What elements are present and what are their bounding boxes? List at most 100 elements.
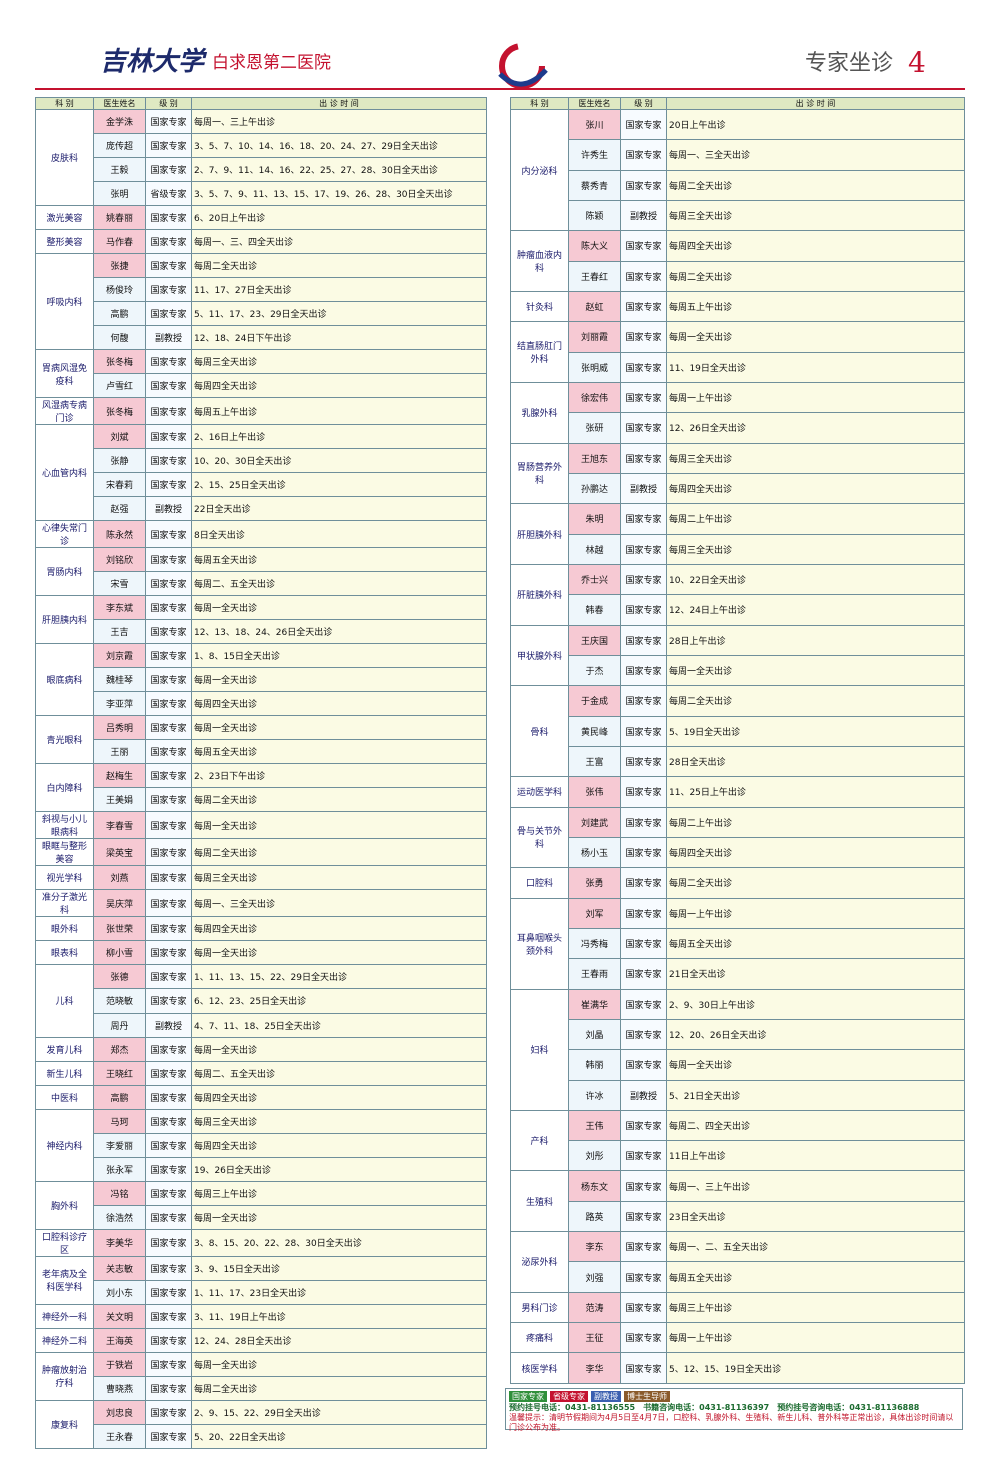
doctor-level: 国家专家 (145, 349, 192, 375)
schedule: 每周一全天出诊 (666, 321, 965, 353)
doctor-level: 国家专家 (145, 763, 192, 789)
doctor-row: 肿瘤血液内科 陈大义 国家专家 每周四全天出诊 (510, 230, 965, 292)
doctor-row: 刘小东 国家专家 1、11、17、23日全天出诊 (36, 1279, 487, 1305)
doctor-row: 肝脏胰外科 乔士兴 国家专家 10、22日全天出诊 (510, 563, 965, 626)
schedule: 每周四全天出诊 (666, 836, 965, 869)
doctor-row: 高鹏 国家专家 5、11、17、23、29日全天出诊 (36, 301, 487, 327)
legend-item: 国家专家 (509, 1391, 547, 1402)
doctor-level: 国家专家 (145, 1351, 192, 1377)
schedule: 20日上午出诊 (666, 108, 965, 141)
doctor-level: 国家专家 (620, 715, 667, 747)
doctor-level: 国家专家 (145, 667, 192, 693)
doctor-name: 吕秀明 (93, 715, 146, 741)
department: 心律失常门诊 (35, 520, 94, 549)
doctor-name: 刘强 (568, 1261, 621, 1293)
doctor-level: 副教授 (145, 496, 192, 522)
department: 骨与关节外科 (510, 806, 569, 869)
doctor-name: 王征 (568, 1322, 621, 1354)
doctor-name: 高鹏 (93, 301, 146, 327)
doctor-level: 国家专家 (145, 1108, 192, 1134)
doctor-row: 路英 国家专家 23日全天出诊 (511, 1200, 965, 1233)
doctor-row: 针灸科 赵虹 国家专家 每周五上午出诊 (510, 290, 965, 323)
doctor-level: 国家专家 (145, 133, 192, 159)
phone: 书籍咨询电话：0431-81136397 (643, 1403, 770, 1412)
doctor-level: 国家专家 (145, 643, 192, 669)
schedule: 每周一全天出诊 (191, 811, 487, 840)
doctor-level: 国家专家 (145, 988, 192, 1014)
phone: 预约挂号电话：0431-81136555 (509, 1403, 636, 1412)
doctor-level: 国家专家 (620, 624, 667, 656)
schedule-table: 科 别医生姓名级 别出 诊 时 间内分泌科 张川 国家专家 20日上午出诊 许秀生 国家专… (510, 97, 965, 1384)
doctor-row: 胸外科 冯铭 国家专家 每周三上午出诊 (35, 1180, 487, 1230)
department: 口腔科 (510, 867, 569, 899)
doctor-row: 周丹 副教授 4、7、11、18、25日全天出诊 (36, 1012, 487, 1038)
doctor-level: 国家专家 (145, 547, 192, 573)
doctor-name: 张研 (568, 412, 621, 444)
doctor-name: 郑杰 (93, 1036, 146, 1062)
doctor-name: 王富 (568, 745, 621, 778)
schedule: 2、9、30日上午出诊 (666, 988, 965, 1020)
doctor-row: 王吉 国家专家 12、13、18、24、26日全天出诊 (36, 619, 487, 645)
doctor-level: 国家专家 (620, 442, 667, 474)
schedule: 每周二上午出诊 (666, 806, 965, 838)
column-header: 科 别 (510, 97, 569, 110)
doctor-row: 新生儿科 王晓红 国家专家 每周二、五全天出诊 (35, 1060, 487, 1086)
schedule: 5、21日全天出诊 (666, 1079, 965, 1111)
department: 胸外科 (35, 1180, 94, 1230)
department: 斜视与小儿眼病科 (35, 811, 94, 840)
doctor-level: 国家专家 (145, 472, 192, 498)
doctor-level: 国家专家 (145, 916, 192, 942)
doctor-name: 曹晓燕 (93, 1375, 146, 1401)
doctor-level: 国家专家 (620, 594, 667, 626)
doctor-name: 赵梅生 (93, 763, 146, 789)
doctor-row: 口腔科诊疗区 李美华 国家专家 3、8、15、20、22、28、30日全天出诊 (35, 1228, 487, 1257)
doctor-name: 张永军 (93, 1156, 146, 1182)
schedule: 3、11、19日上午出诊 (191, 1303, 487, 1329)
doctor-name: 刘晶 (568, 1018, 621, 1051)
schedule: 每周一上午出诊 (666, 897, 965, 929)
department: 眼表科 (35, 940, 94, 966)
doctor-name: 杨俊玲 (93, 277, 146, 303)
doctor-row: 内分泌科 张川 国家专家 20日上午出诊 (510, 108, 965, 232)
doctor-level: 国家专家 (620, 1018, 667, 1051)
schedule: 5、20、22日全天出诊 (191, 1423, 487, 1449)
legend-item: 博士生导师 (624, 1391, 670, 1402)
schedule: 1、8、15日全天出诊 (191, 643, 487, 669)
department: 神经外二科 (35, 1327, 94, 1353)
header: 吉林大学 白求恩第二医院 专家坐诊 4 (35, 43, 965, 90)
doctor-name: 王春雨 (568, 958, 621, 990)
department: 甲状腺外科 (510, 624, 569, 687)
doctor-row: 神经内科 马珂 国家专家 每周三全天出诊 (35, 1108, 487, 1182)
department: 胃病风湿免疫科 (35, 349, 94, 399)
doctor-name: 王毅 (93, 157, 146, 183)
schedule: 每周二全天出诊 (191, 787, 487, 813)
doctor-level: 国家专家 (620, 1049, 667, 1081)
doctor-row: 胃病风湿免疫科 张冬梅 国家专家 每周三全天出诊 (35, 349, 487, 399)
phones: 预约挂号电话：0431-81136555 书籍咨询电话：0431-81136397… (509, 1402, 959, 1413)
doctor-name: 冯铭 (93, 1180, 146, 1206)
department: 肝胆胰内科 (35, 595, 94, 645)
schedule: 每周四全天出诊 (191, 916, 487, 942)
department: 神经内科 (35, 1108, 94, 1182)
doctor-name: 刘小东 (93, 1279, 146, 1305)
left-table: 科 别医生姓名级 别出 诊 时 间皮肤科 金学洙 国家专家 每周一、三上午出诊 庞传超国… (35, 97, 487, 1449)
department: 肿瘤血液内科 (510, 230, 569, 292)
doctor-name: 柳小雪 (93, 940, 146, 966)
doctor-row: 男科门诊 范涛 国家专家 每周三上午出诊 (510, 1291, 965, 1324)
doctor-row: 骨与关节外科 刘建武 国家专家 每周二上午出诊 (510, 806, 965, 869)
column-header: 级 别 (145, 97, 192, 110)
doctor-row: 胃肠营养外科 王旭东 国家专家 每周三全天出诊 (510, 442, 965, 505)
doctor-level: 国家专家 (620, 290, 667, 323)
doctor-level: 国家专家 (620, 836, 667, 869)
doctor-name: 吴庆萍 (93, 889, 146, 918)
doctor-name: 许冰 (568, 1079, 621, 1111)
doctor-name: 金学洙 (93, 108, 146, 135)
schedule: 每周一全天出诊 (191, 595, 487, 621)
schedule: 5、12、15、19日全天出诊 (666, 1352, 965, 1384)
footer: 国家专家 省级专家 副教授 博士生导师 预约挂号电话：0431-81136555 书籍咨询… (505, 1388, 963, 1432)
doctor-row: 甲状腺外科 王庆国 国家专家 28日上午出诊 (510, 624, 965, 687)
doctor-level: 国家专家 (145, 1060, 192, 1086)
doctor-name: 宋雪 (93, 571, 146, 597)
doctor-row: 孙鹏达 副教授 每周四全天出诊 (511, 472, 965, 505)
doctor-name: 周丹 (93, 1012, 146, 1038)
